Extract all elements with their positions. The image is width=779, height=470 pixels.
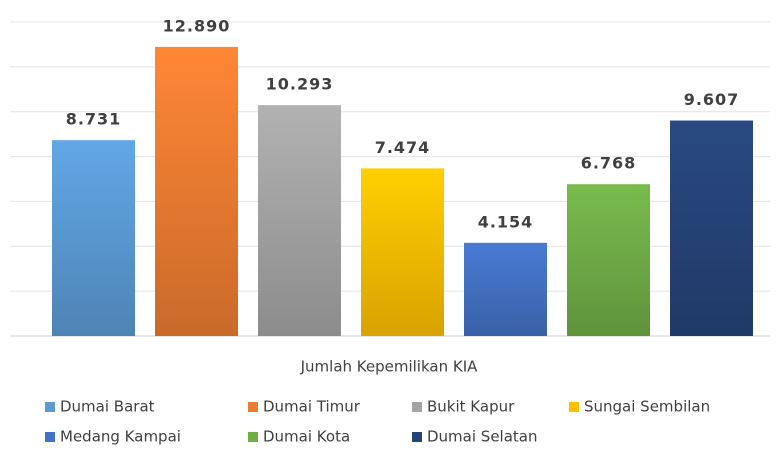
data-label: 7.474 (375, 138, 431, 157)
legend-swatch (248, 432, 258, 442)
data-label: 12.890 (163, 16, 231, 35)
legend-label: Medang Kampai (60, 428, 181, 446)
legend-swatch (569, 402, 579, 412)
legend-swatch (412, 432, 422, 442)
data-label: 9.607 (684, 90, 740, 109)
bar (52, 140, 135, 336)
legend-label: Sungai Sembilan (584, 398, 710, 416)
legend-label: Dumai Barat (60, 398, 155, 416)
legend-label: Dumai Selatan (427, 428, 538, 446)
legend-label: Dumai Kota (263, 428, 350, 446)
data-label: 10.293 (266, 75, 334, 94)
bar (670, 120, 753, 336)
legend-swatch (45, 432, 55, 442)
bar (567, 184, 650, 336)
bar (258, 105, 341, 336)
legend-label: Dumai Timur (263, 398, 361, 416)
data-label: 6.768 (581, 154, 637, 173)
bar (155, 46, 238, 336)
bar (464, 242, 547, 336)
legend-label: Bukit Kapur (427, 398, 515, 416)
bar (361, 168, 444, 336)
legend-swatch (45, 402, 55, 412)
category-label: Jumlah Kepemilikan KIA (300, 358, 479, 376)
legend-swatch (412, 402, 422, 412)
data-label: 4.154 (478, 212, 534, 231)
legend-swatch (248, 402, 258, 412)
data-label: 8.731 (66, 110, 122, 129)
